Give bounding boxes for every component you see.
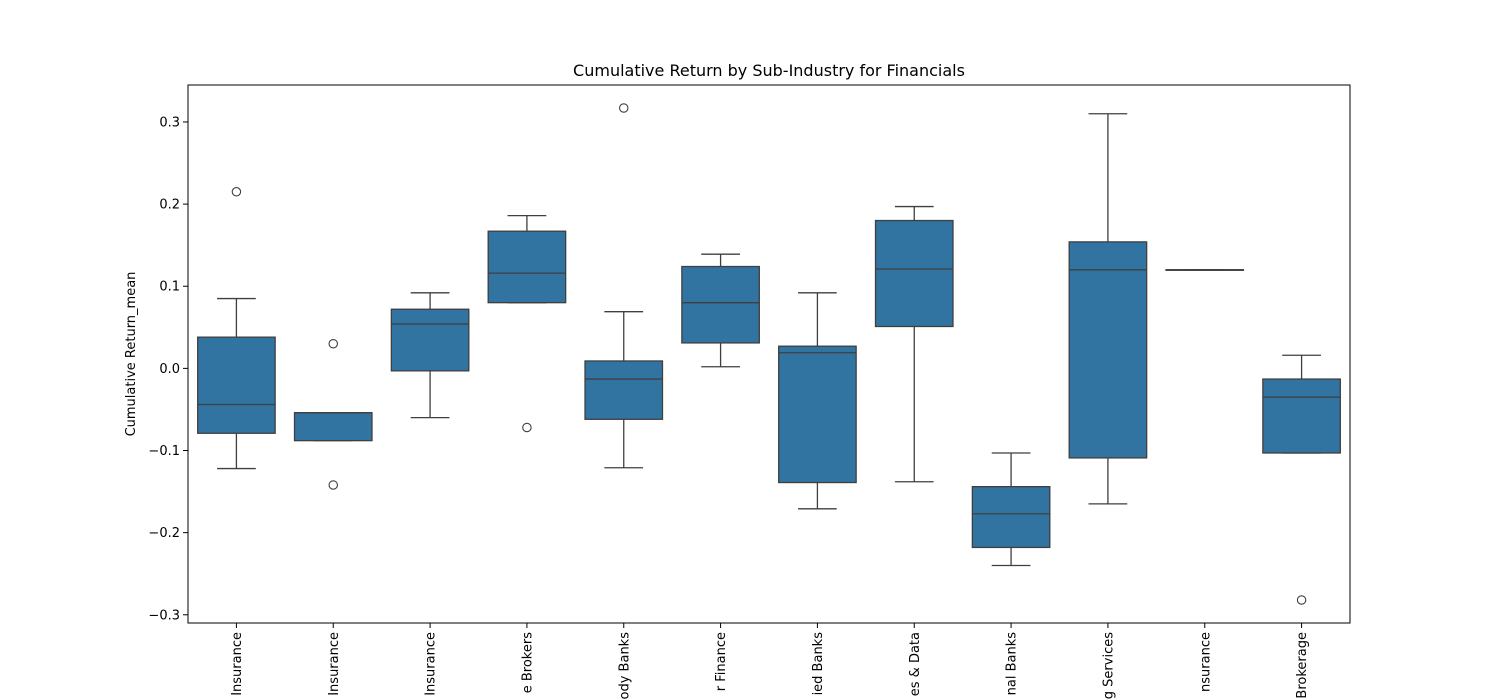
box-iqr (1262, 378, 1341, 454)
x-tick-label: r Finance (714, 632, 729, 691)
plot-area: −0.3 −0.2 −0.1 0.0 0.1 0.2 0.3 Insurance Insuran… (148, 103, 1341, 700)
y-axis-label: Cumulative Return_mean (124, 272, 139, 437)
y-tick-label: 0.3 (159, 115, 180, 130)
outlier-point (1296, 595, 1307, 605)
box-iqr (487, 230, 567, 304)
chart-title: Cumulative Return by Sub-Industry for Fi… (573, 61, 965, 80)
x-tick-label: g Services (1101, 632, 1116, 699)
box-iqr (681, 265, 760, 344)
x-tick-label: Insurance (327, 632, 342, 696)
box-iqr (971, 486, 1051, 549)
box-iqr (390, 308, 470, 372)
box-iqr (584, 360, 664, 420)
y-tick-label: −0.1 (148, 444, 180, 459)
box-iqr (1068, 241, 1148, 459)
x-tick-label: Insurance (230, 632, 245, 696)
y-tick-label: 0.0 (159, 362, 180, 377)
x-tick-label: Brokerage (1295, 632, 1310, 699)
outlier-point (231, 187, 242, 197)
y-tick-label: −0.3 (148, 608, 180, 623)
axes-frame (187, 84, 1351, 624)
y-tick-label: −0.2 (148, 526, 180, 541)
box-iqr (197, 336, 276, 434)
outlier-point (618, 103, 629, 113)
x-tick-label: ied Banks (811, 632, 826, 696)
box-iqr (293, 412, 373, 442)
box-iqr (778, 345, 857, 484)
box-iqr (874, 219, 954, 328)
y-tick-label: 0.1 (159, 280, 180, 295)
outlier-point (328, 338, 338, 349)
x-tick-label: nsurance (1198, 632, 1213, 692)
y-tick-label: 0.2 (159, 198, 180, 213)
x-tick-label: Insurance (424, 632, 439, 696)
x-tick-label: e Brokers (520, 632, 535, 693)
outlier-point (328, 480, 338, 490)
outlier-point (522, 422, 532, 433)
x-tick-label: es & Data (908, 632, 923, 696)
x-tick-label: ody Banks (617, 632, 632, 700)
x-tick-label: nal Banks (1005, 632, 1020, 696)
